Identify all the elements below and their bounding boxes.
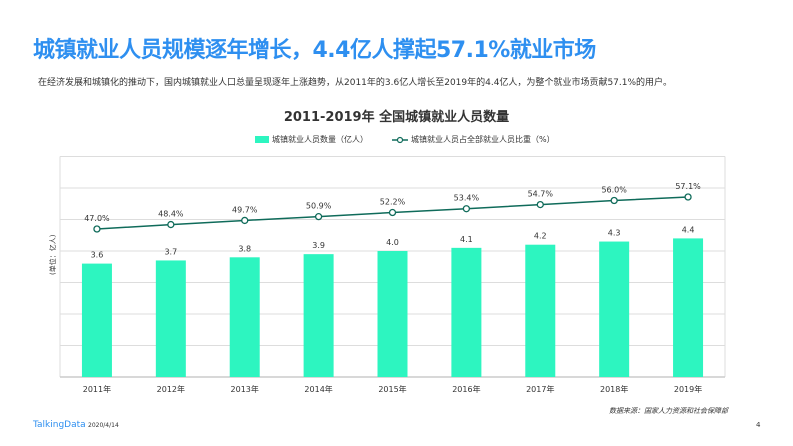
brand-logo: TalkingData bbox=[33, 420, 86, 430]
bar-label: 3.7 bbox=[164, 247, 177, 256]
line-label: 57.1% bbox=[675, 182, 701, 191]
bar-swatch-icon bbox=[255, 136, 269, 143]
bar-label: 3.9 bbox=[312, 241, 325, 250]
page-title: 城镇就业人员规模逐年增长，4.4亿人撑起57.1%就业市场 bbox=[33, 38, 596, 63]
line-label: 50.9% bbox=[306, 202, 332, 211]
line-label: 53.4% bbox=[454, 194, 480, 203]
line-label: 47.0% bbox=[84, 214, 110, 223]
line-label: 49.7% bbox=[232, 205, 258, 214]
bar-label: 4.3 bbox=[608, 229, 621, 238]
line-point bbox=[536, 200, 544, 209]
line-label: 48.4% bbox=[158, 210, 184, 219]
bar bbox=[599, 241, 630, 377]
legend-line: 城镇就业人员占全部就业人员比重（%） bbox=[392, 134, 555, 145]
page-subtitle: 在经济发展和城镇化的推动下，国内城镇就业人口总量呈现逐年上涨趋势，从2011年的… bbox=[38, 78, 673, 88]
legend-bar: 城镇就业人员数量（亿人） bbox=[255, 134, 368, 145]
line-label: 52.2% bbox=[380, 198, 406, 207]
date: 2020/4/14 bbox=[88, 422, 119, 429]
bar bbox=[673, 238, 704, 377]
y-axis-label: (单位：亿人) bbox=[49, 234, 57, 275]
x-tick-label: 2018年 bbox=[600, 384, 628, 394]
x-tick-label: 2017年 bbox=[526, 384, 554, 394]
bar-label: 4.4 bbox=[682, 225, 695, 234]
x-tick-label: 2019年 bbox=[674, 384, 702, 394]
line-point bbox=[93, 225, 101, 233]
line-point bbox=[167, 220, 175, 229]
bar bbox=[229, 257, 260, 377]
line-label: 56.0% bbox=[601, 185, 627, 194]
line-point bbox=[314, 212, 323, 221]
x-tick-label: 2014年 bbox=[304, 384, 332, 394]
chart-title: 2011-2019年 全国城镇就业人员数量 bbox=[283, 110, 510, 125]
bar bbox=[525, 244, 556, 377]
x-tick-label: 2012年 bbox=[157, 384, 185, 394]
bar bbox=[377, 251, 408, 377]
bar-label: 4.2 bbox=[534, 232, 547, 241]
x-tick-label: 2016年 bbox=[452, 384, 480, 394]
x-tick-label: 2015年 bbox=[378, 384, 406, 394]
line-point bbox=[241, 216, 249, 225]
page-number: 4 bbox=[756, 421, 761, 429]
line-marker-icon bbox=[392, 136, 408, 143]
bar-label: 3.6 bbox=[91, 251, 104, 260]
legend: 城镇就业人员数量（亿人） 城镇就业人员占全部就业人员比重（%） bbox=[255, 134, 555, 145]
x-tick-label: 2013年 bbox=[231, 384, 259, 394]
line-point bbox=[462, 205, 471, 213]
bar-label: 4.0 bbox=[386, 238, 399, 247]
bar bbox=[81, 263, 112, 377]
bar bbox=[303, 254, 334, 377]
line-point bbox=[388, 208, 397, 217]
line-label: 54.7% bbox=[528, 190, 554, 199]
bar bbox=[451, 247, 482, 377]
line-point bbox=[684, 193, 692, 201]
data-source: 数据来源：国家人力资源和社会保障部 bbox=[609, 407, 728, 415]
bar-label: 3.8 bbox=[238, 244, 251, 253]
x-tick-label: 2011年 bbox=[83, 384, 111, 394]
bar-label: 4.1 bbox=[460, 235, 473, 244]
line-point bbox=[610, 196, 618, 205]
bar bbox=[155, 260, 186, 377]
